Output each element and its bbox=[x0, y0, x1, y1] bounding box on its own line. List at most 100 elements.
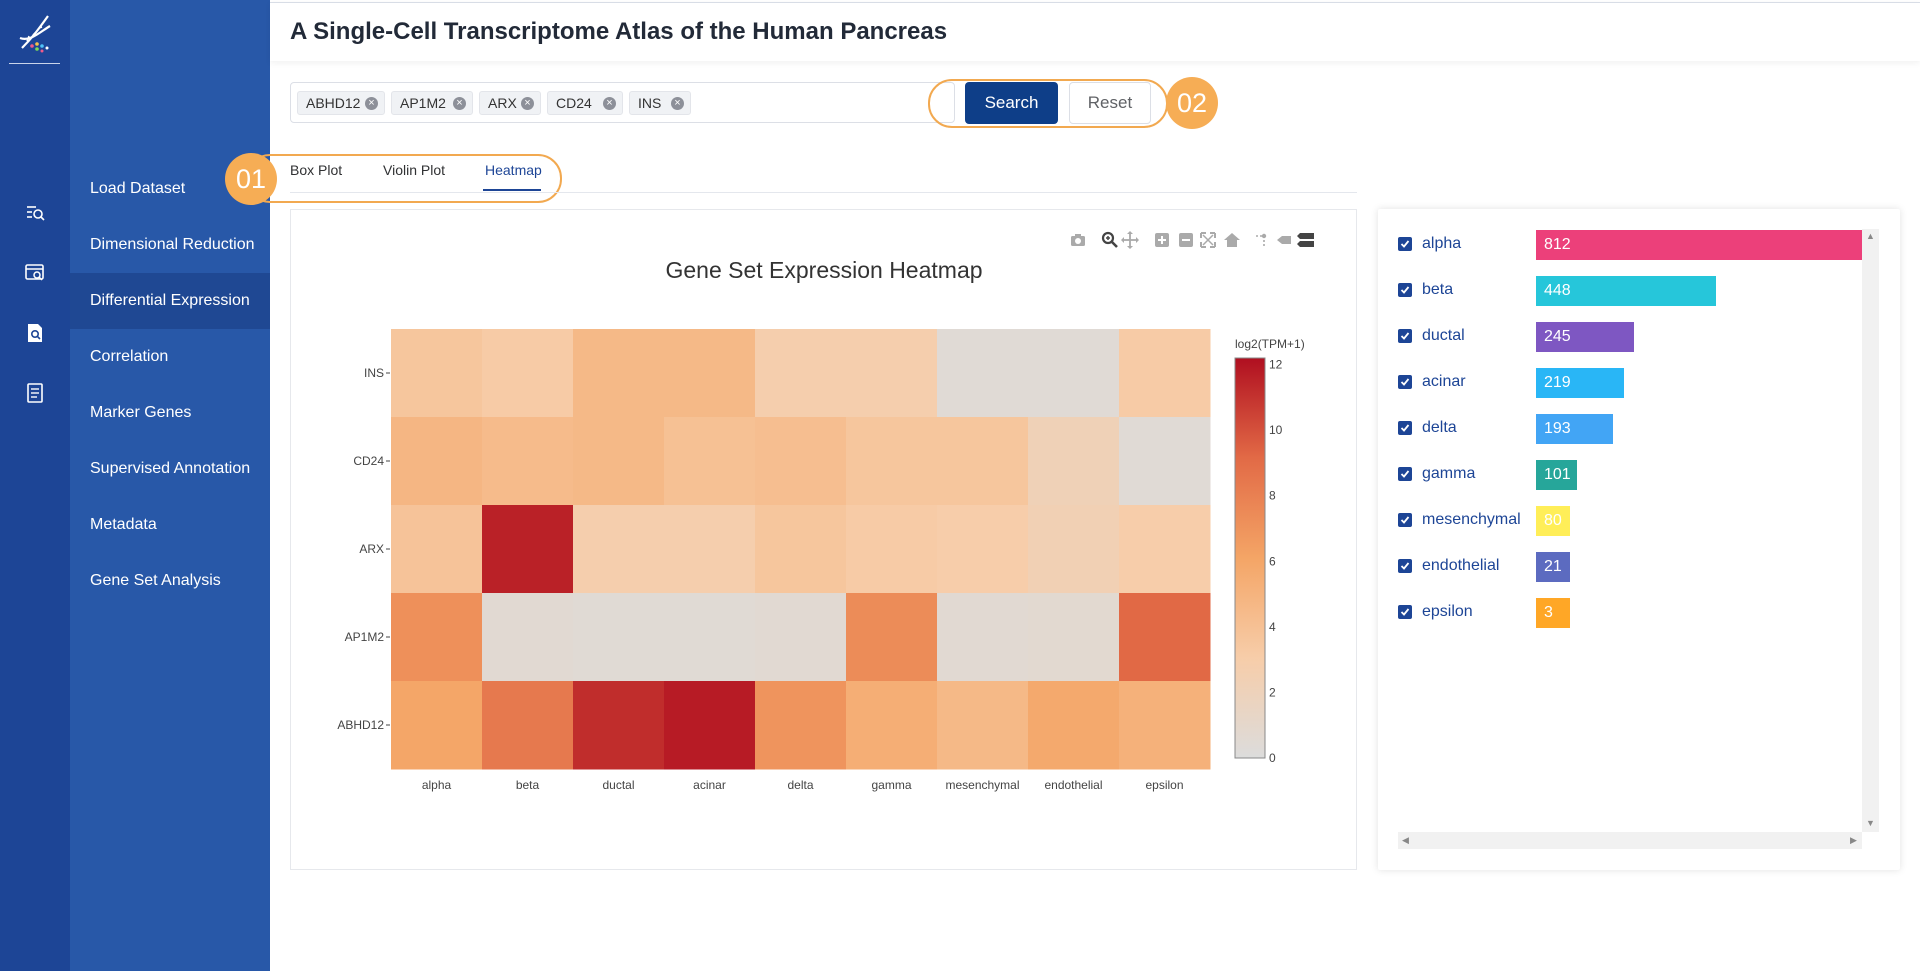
sidebar-item-marker-genes[interactable]: Marker Genes bbox=[90, 404, 192, 421]
tab-violin-plot[interactable]: Violin Plot bbox=[383, 162, 446, 178]
hover-compare-icon[interactable] bbox=[1296, 230, 1316, 250]
horizontal-scrollbar[interactable]: ◀ ▶ bbox=[1398, 832, 1862, 849]
tag-remove-icon[interactable]: × bbox=[671, 97, 684, 110]
cell-count-value: 219 bbox=[1544, 374, 1571, 391]
check-icon bbox=[1400, 424, 1410, 432]
cell-count-bar: 21 bbox=[1536, 552, 1570, 582]
heatmap-cell bbox=[846, 505, 938, 594]
heatmap-cell bbox=[573, 417, 665, 506]
sidebar-item-load-dataset[interactable]: Load Dataset bbox=[90, 180, 186, 197]
y-tick-label: ARX bbox=[359, 542, 384, 556]
dna-logo-icon[interactable] bbox=[10, 8, 60, 60]
zoom-icon[interactable] bbox=[1100, 230, 1120, 250]
spike-lines-icon[interactable] bbox=[1252, 230, 1272, 250]
x-tick-label: epsilon bbox=[1145, 778, 1183, 792]
callout-badge-02: 02 bbox=[1166, 77, 1218, 129]
search-button[interactable]: Search bbox=[965, 82, 1058, 124]
sidebar-item-supervised-annotation[interactable]: Supervised Annotation bbox=[90, 460, 251, 477]
gene-tag-input[interactable]: ABHD12 × AP1M2 × ARX × CD24 × INS × bbox=[290, 82, 955, 123]
file-search-icon[interactable] bbox=[24, 322, 46, 344]
x-tick-label: gamma bbox=[871, 778, 911, 792]
gene-tag: ARX × bbox=[479, 91, 541, 115]
heatmap-cell bbox=[664, 593, 756, 682]
sidebar-item-metadata[interactable]: Metadata bbox=[90, 516, 157, 533]
legend-label[interactable]: gamma bbox=[1422, 465, 1476, 482]
heatmap-cell bbox=[1119, 417, 1211, 506]
legend-label[interactable]: ductal bbox=[1422, 327, 1465, 344]
zoom-in-icon[interactable] bbox=[1152, 230, 1172, 250]
heatmap-cell bbox=[846, 593, 938, 682]
legend-checkbox[interactable] bbox=[1398, 513, 1412, 527]
hover-closest-icon[interactable] bbox=[1274, 230, 1294, 250]
scroll-right-icon[interactable]: ▶ bbox=[1850, 835, 1857, 845]
sidebar-item-dimensional-reduction[interactable]: Dimensional Reduction bbox=[90, 236, 255, 253]
gene-tag-label: CD24 bbox=[556, 95, 592, 111]
document-icon[interactable] bbox=[24, 382, 46, 404]
chart-title: Gene Set Expression Heatmap bbox=[665, 257, 982, 283]
tag-remove-icon[interactable]: × bbox=[521, 97, 534, 110]
heatmap-cell bbox=[664, 681, 756, 770]
pan-icon[interactable] bbox=[1120, 230, 1140, 250]
legend-label[interactable]: delta bbox=[1422, 419, 1457, 436]
cell-count-value: 812 bbox=[1544, 236, 1571, 253]
legend-label[interactable]: beta bbox=[1422, 281, 1454, 298]
cell-count-value: 245 bbox=[1544, 328, 1571, 345]
camera-icon[interactable] bbox=[1068, 230, 1088, 250]
sidebar-item-differential-expression[interactable]: Differential Expression bbox=[70, 273, 270, 329]
legend-checkbox[interactable] bbox=[1398, 329, 1412, 343]
heatmap-cell bbox=[1119, 329, 1211, 418]
legend-label[interactable]: acinar bbox=[1422, 373, 1466, 390]
cell-count-bar: 101 bbox=[1536, 460, 1577, 490]
heatmap-cell bbox=[573, 505, 665, 594]
legend-checkbox[interactable] bbox=[1398, 559, 1412, 573]
legend-checkbox[interactable] bbox=[1398, 467, 1412, 481]
gene-tag-label: INS bbox=[638, 95, 662, 111]
tag-remove-icon[interactable]: × bbox=[603, 97, 616, 110]
colorbar-tick-label: 6 bbox=[1269, 554, 1276, 568]
legend-label[interactable]: alpha bbox=[1422, 235, 1462, 252]
scroll-up-icon[interactable]: ▲ bbox=[1866, 231, 1875, 241]
legend-checkbox[interactable] bbox=[1398, 237, 1412, 251]
heatmap-cell bbox=[482, 417, 574, 506]
tab-box-plot[interactable]: Box Plot bbox=[290, 162, 343, 178]
sidebar-item-gene-set-analysis[interactable]: Gene Set Analysis bbox=[90, 572, 221, 589]
scroll-down-icon[interactable]: ▼ bbox=[1866, 818, 1875, 828]
cell-count-bar: 448 bbox=[1536, 276, 1716, 306]
sidebar-nav: Load Dataset Dimensional Reduction Diffe… bbox=[70, 0, 270, 971]
legend-label[interactable]: epsilon bbox=[1422, 603, 1473, 620]
heatmap-cell bbox=[664, 417, 756, 506]
legend-checkbox[interactable] bbox=[1398, 375, 1412, 389]
zoom-out-icon[interactable] bbox=[1176, 230, 1196, 250]
heatmap-cell bbox=[755, 329, 847, 418]
cell-count-value: 193 bbox=[1544, 420, 1571, 437]
heatmap-cell bbox=[755, 593, 847, 682]
legend-checkbox[interactable] bbox=[1398, 605, 1412, 619]
legend-label[interactable]: mesenchymal bbox=[1422, 511, 1521, 528]
autoscale-icon[interactable] bbox=[1198, 230, 1218, 250]
tab-heatmap[interactable]: Heatmap bbox=[485, 162, 542, 178]
sidebar-item-correlation[interactable]: Correlation bbox=[90, 348, 169, 365]
legend-checkbox[interactable] bbox=[1398, 421, 1412, 435]
cell-count-bar: 812 bbox=[1536, 230, 1862, 260]
gene-tag-label: ABHD12 bbox=[306, 95, 361, 111]
reset-button[interactable]: Reset bbox=[1069, 82, 1151, 124]
query-list-icon[interactable] bbox=[24, 202, 46, 224]
home-icon[interactable] bbox=[1222, 230, 1242, 250]
tag-remove-icon[interactable]: × bbox=[365, 97, 378, 110]
legend-label[interactable]: endothelial bbox=[1422, 557, 1500, 574]
scroll-left-icon[interactable]: ◀ bbox=[1402, 835, 1409, 845]
heatmap-cell bbox=[482, 593, 574, 682]
vertical-scrollbar[interactable]: ▲ ▼ bbox=[1862, 229, 1879, 832]
heatmap-cell bbox=[391, 681, 483, 770]
heatmap-cell bbox=[846, 329, 938, 418]
browse-search-icon[interactable] bbox=[24, 262, 46, 284]
gene-tag: CD24 × bbox=[547, 91, 623, 115]
colorbar-tick-label: 4 bbox=[1269, 620, 1276, 634]
legend-checkbox[interactable] bbox=[1398, 283, 1412, 297]
y-tick-label: CD24 bbox=[353, 454, 384, 468]
tag-remove-icon[interactable]: × bbox=[453, 97, 466, 110]
heatmap-cell bbox=[391, 417, 483, 506]
cell-count-value: 80 bbox=[1544, 512, 1562, 529]
check-icon bbox=[1400, 378, 1410, 386]
colorbar-tick-label: 8 bbox=[1269, 489, 1276, 503]
